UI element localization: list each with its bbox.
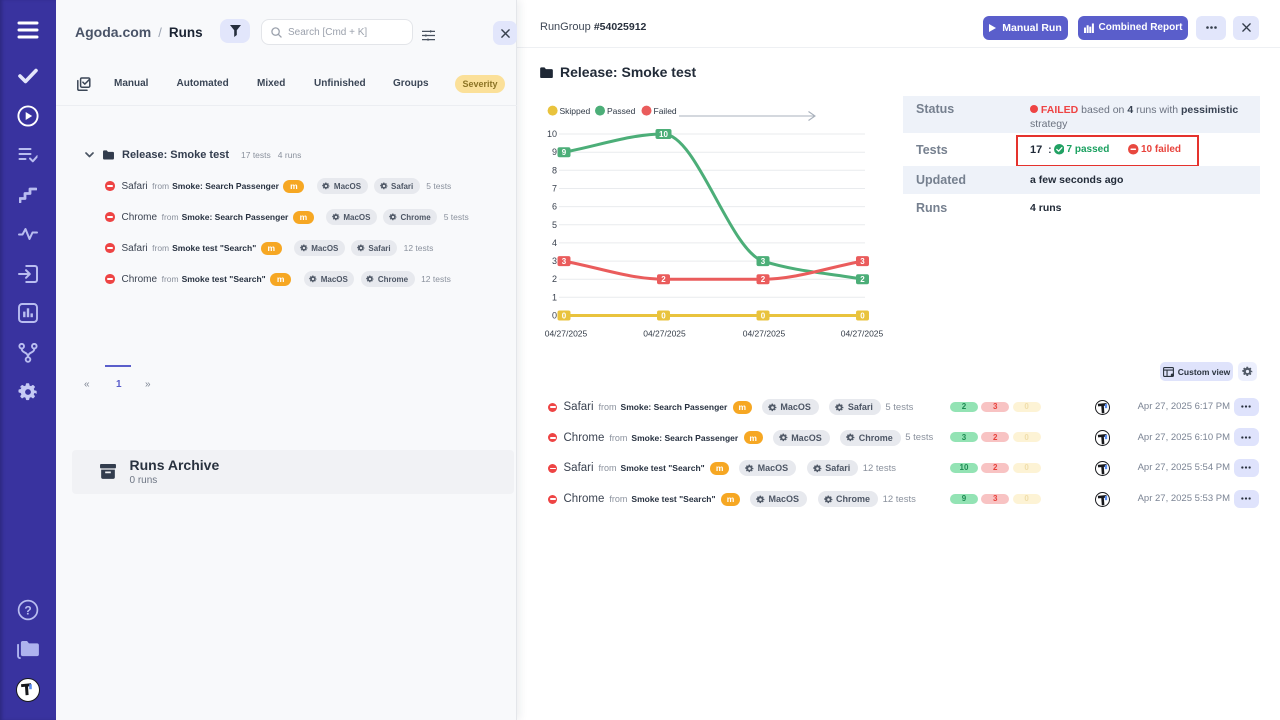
svg-text:2: 2 [761,275,766,284]
svg-text:10: 10 [547,129,557,139]
svg-text:3: 3 [562,257,567,266]
svg-text:3: 3 [761,257,766,266]
svg-text:2: 2 [860,275,865,284]
svg-text:6: 6 [552,202,557,212]
svg-text:10: 10 [659,130,668,139]
svg-text:Skipped: Skipped [560,106,591,116]
svg-text:2: 2 [661,275,666,284]
svg-text:0: 0 [562,311,567,320]
svg-text:Failed: Failed [654,106,677,116]
svg-text:4: 4 [552,238,557,248]
svg-text:7: 7 [552,184,557,194]
svg-text:?: ? [24,603,31,617]
svg-text:5: 5 [552,220,557,230]
svg-text:3: 3 [860,257,865,266]
svg-text:0: 0 [661,311,666,320]
svg-text:0: 0 [860,311,865,320]
svg-text:1: 1 [552,292,557,302]
svg-text:Passed: Passed [607,106,636,116]
svg-text:0: 0 [761,311,766,320]
svg-text:04/27/2025: 04/27/2025 [841,329,884,339]
svg-text:8: 8 [552,165,557,175]
svg-text:04/27/2025: 04/27/2025 [643,329,686,339]
svg-text:3: 3 [552,256,557,266]
svg-text:9: 9 [562,148,567,157]
svg-text:04/27/2025: 04/27/2025 [545,329,588,339]
svg-text:9: 9 [552,147,557,157]
svg-text:0: 0 [552,311,557,321]
svg-text:04/27/2025: 04/27/2025 [743,329,786,339]
svg-text:2: 2 [552,274,557,284]
